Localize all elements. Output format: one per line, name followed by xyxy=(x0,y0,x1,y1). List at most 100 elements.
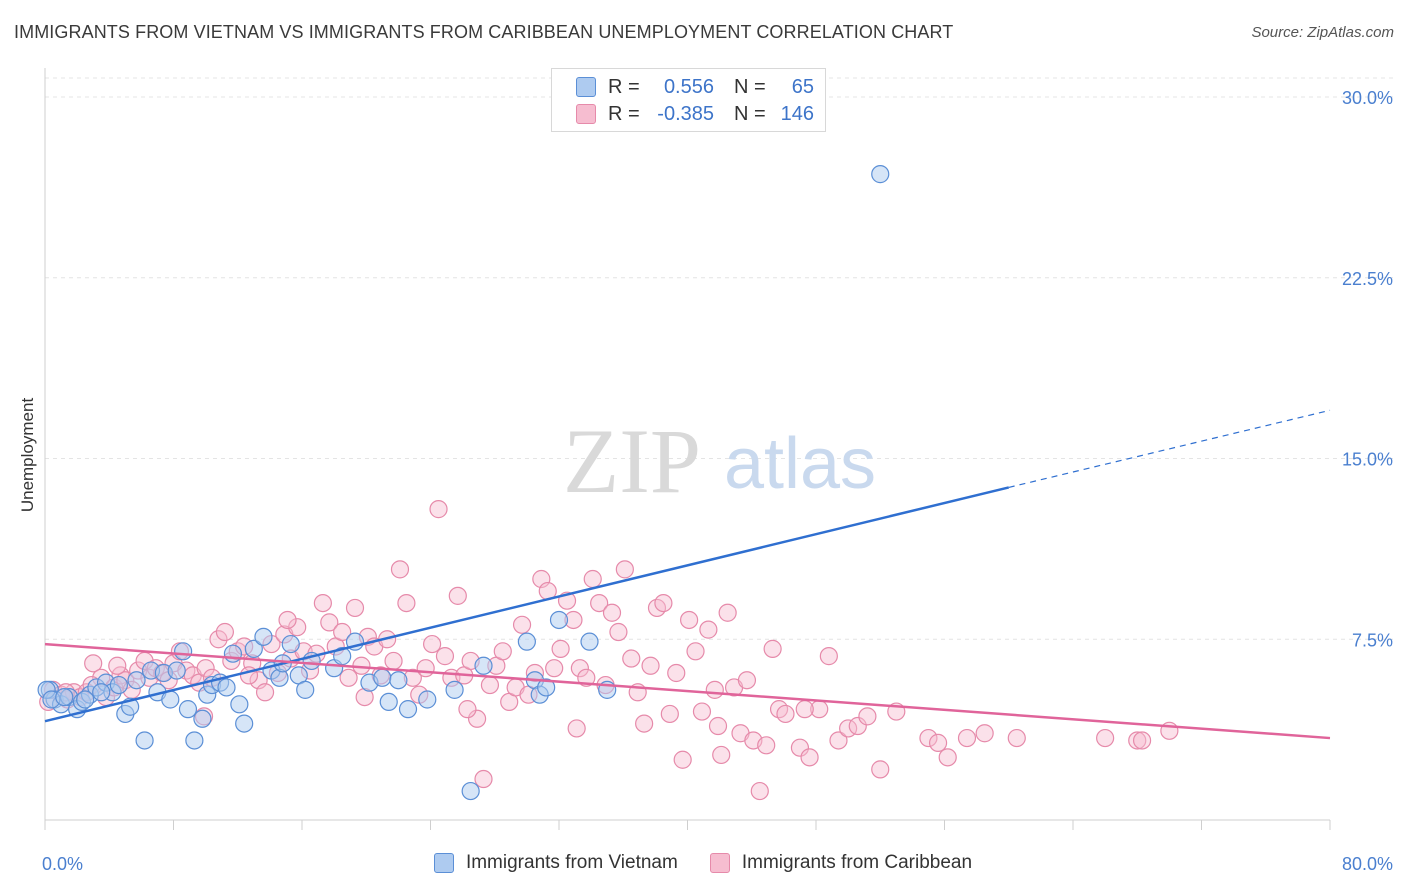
caribbean-point xyxy=(583,569,602,589)
vietnam-point xyxy=(185,731,204,750)
vietnam-point xyxy=(167,661,186,680)
caribbean-point xyxy=(750,781,769,801)
vietnam-point xyxy=(161,690,180,709)
x-tick-label: 0.0% xyxy=(42,854,83,874)
caribbean-point xyxy=(776,704,795,724)
caribbean-point xyxy=(84,654,103,673)
vietnam-swatch xyxy=(576,77,596,97)
caribbean-point xyxy=(871,760,890,779)
caribbean-point xyxy=(196,659,215,678)
caribbean-point xyxy=(757,736,776,755)
caribbean-point xyxy=(602,603,622,622)
y-tick-label: 30.0% xyxy=(1342,88,1393,108)
caribbean-point xyxy=(938,748,957,767)
caribbean-point xyxy=(708,716,728,736)
caribbean-point xyxy=(692,702,712,721)
caribbean-point xyxy=(333,622,352,642)
caribbean-point xyxy=(800,748,819,767)
vietnam-point xyxy=(296,680,315,699)
caribbean-point xyxy=(705,680,724,699)
watermark-atlas: atlas xyxy=(724,424,876,504)
legend-n-value: 146 xyxy=(780,102,814,125)
caribbean-point xyxy=(609,622,628,642)
vietnam-point xyxy=(178,700,198,719)
caribbean-point xyxy=(1128,731,1147,750)
vietnam-legend-swatch xyxy=(433,853,454,873)
watermark: ZIP atlas xyxy=(563,410,876,512)
caribbean-point xyxy=(712,745,731,765)
caribbean-point xyxy=(551,639,570,658)
caribbean-point xyxy=(1007,728,1026,748)
caribbean-legend-swatch xyxy=(709,853,730,873)
watermark-zip: ZIP xyxy=(563,410,701,512)
caribbean-point xyxy=(567,719,586,738)
tick-labels: 7.5% 15.0% 22.5% 30.0% 0.0% 80.0% xyxy=(42,88,1393,874)
y-axis-label: Unemployment xyxy=(18,397,37,513)
caribbean-point xyxy=(819,647,838,666)
caribbean-point xyxy=(635,714,654,733)
vietnam-point xyxy=(109,675,128,695)
vietnam-point xyxy=(127,671,146,690)
caribbean-point xyxy=(215,622,234,642)
caribbean-point xyxy=(458,700,477,719)
vietnam-trend-extension xyxy=(1008,409,1331,489)
correlation-legend: R = 0.556 N = 65 R = -0.385 N = 146 xyxy=(551,68,826,132)
caribbean-point xyxy=(686,642,705,661)
vietnam-point xyxy=(580,632,599,651)
source-label: Source: ZipAtlas.com xyxy=(1251,24,1394,41)
chart-title: IMMIGRANTS FROM VIETNAM VS IMMIGRANTS FR… xyxy=(14,22,954,42)
x-tick-label: 80.0% xyxy=(1342,854,1393,874)
caribbean-point xyxy=(667,663,686,683)
vietnam-point xyxy=(92,683,111,702)
caribbean-point xyxy=(108,656,127,675)
caribbean-point xyxy=(320,613,339,632)
vietnam-point xyxy=(418,690,437,709)
caribbean-point xyxy=(512,615,532,634)
caribbean-point xyxy=(975,724,994,743)
caribbean-point xyxy=(763,639,782,658)
caribbean-point xyxy=(390,560,410,579)
caribbean-point xyxy=(737,671,757,690)
caribbean-point xyxy=(278,610,297,630)
vietnam-point xyxy=(235,714,254,733)
vietnam-point xyxy=(461,781,480,801)
caribbean-point xyxy=(590,593,609,613)
caribbean-point xyxy=(615,560,634,579)
legend-n-label: N = xyxy=(734,75,766,98)
caribbean-swatch xyxy=(576,104,596,124)
caribbean-point xyxy=(795,700,814,719)
vietnam-point xyxy=(223,644,243,663)
legend-item-caribbean: Immigrants from Caribbean xyxy=(709,852,972,874)
caribbean-point xyxy=(429,500,448,519)
caribbean-point xyxy=(928,733,948,752)
vietnam-point xyxy=(517,632,536,651)
caribbean-point xyxy=(435,647,455,666)
caribbean-point xyxy=(1132,731,1152,750)
caribbean-point xyxy=(570,659,589,678)
trend-lines xyxy=(44,409,1331,740)
caribbean-trend-line xyxy=(44,642,1331,740)
vietnam-point xyxy=(76,690,95,709)
caribbean-point xyxy=(474,769,493,789)
caribbean-point xyxy=(858,707,877,726)
caribbean-point xyxy=(718,603,737,622)
vietnam-point xyxy=(193,709,212,728)
vietnam-point xyxy=(379,692,398,712)
grid-lines xyxy=(45,77,1393,640)
vietnam-point xyxy=(230,695,249,714)
caribbean-point xyxy=(848,716,867,736)
caribbean-point xyxy=(313,593,332,613)
legend-r-label: R = xyxy=(608,102,640,125)
caribbean-point xyxy=(641,656,660,675)
caribbean-point xyxy=(654,593,673,613)
caribbean-point xyxy=(480,675,500,695)
caribbean-point xyxy=(790,738,810,757)
caribbean-point xyxy=(423,634,442,654)
caribbean-point xyxy=(1096,728,1115,748)
vietnam-point xyxy=(389,671,408,690)
vietnam-trend-line xyxy=(44,486,1010,723)
legend-r-label: R = xyxy=(608,75,640,98)
vietnam-point xyxy=(55,687,74,707)
caribbean-point xyxy=(622,649,641,668)
caribbean-point xyxy=(345,598,365,618)
